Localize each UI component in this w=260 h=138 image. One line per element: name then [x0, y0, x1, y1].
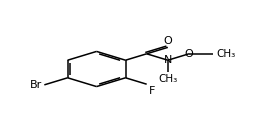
Text: N: N	[164, 55, 172, 65]
Text: Br: Br	[29, 80, 42, 90]
Text: CH₃: CH₃	[158, 74, 178, 84]
Text: O: O	[185, 49, 193, 59]
Text: O: O	[164, 36, 172, 46]
Text: F: F	[149, 86, 156, 95]
Text: CH₃: CH₃	[216, 49, 235, 59]
